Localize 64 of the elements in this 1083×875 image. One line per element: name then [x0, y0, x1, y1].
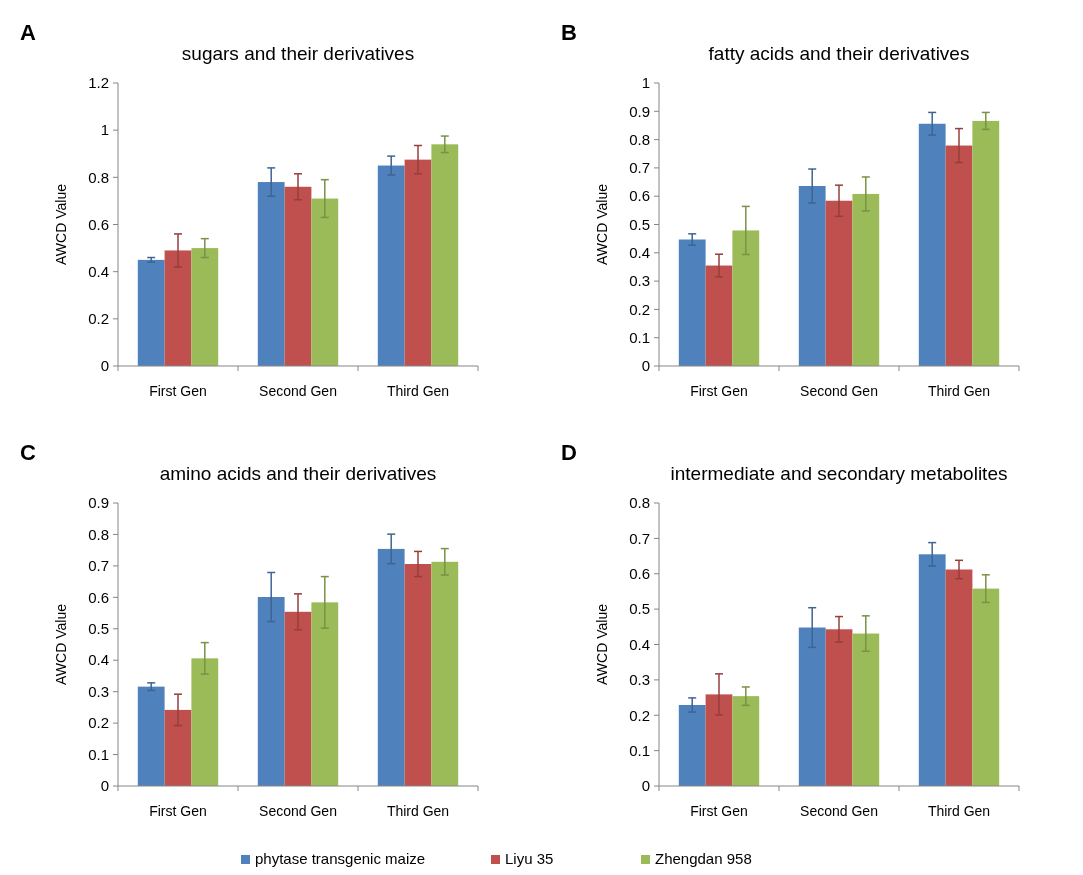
x-tick-label: First Gen	[690, 383, 748, 399]
x-tick-label: First Gen	[149, 383, 207, 399]
y-axis-title: AWCD Value	[594, 603, 610, 685]
y-tick-label: 0.1	[88, 745, 109, 763]
text: A	[20, 20, 36, 45]
y-tick-label: 0	[100, 777, 109, 795]
y-tick-label: 0.1	[629, 741, 650, 759]
y-tick-label: 0.8	[629, 130, 650, 148]
y-tick-label: 0.3	[629, 272, 650, 290]
y-tick-label: 0.1	[629, 328, 650, 346]
y-tick-label: 0.4	[88, 651, 109, 669]
y-tick-label: 0.4	[629, 244, 650, 262]
chart-title: intermediate and secondary metabolites	[670, 463, 1008, 484]
chart-title: amino acids and their derivatives	[159, 463, 437, 484]
y-tick-label: 1.2	[88, 74, 109, 92]
text: C	[20, 440, 36, 465]
y-tick-label: 0.6	[629, 565, 650, 582]
y-tick-label: 0.9	[629, 102, 650, 120]
y-tick-label: 0.7	[88, 557, 109, 575]
y-axis-title: AWCD Value	[53, 603, 69, 685]
text: D	[561, 440, 577, 465]
x-tick-label: Third Gen	[386, 383, 450, 399]
x-tick-label: Second Gen	[259, 803, 337, 819]
y-tick-label: 0.2	[629, 706, 650, 724]
legend-label: Liyu 35	[505, 850, 554, 867]
y-tick-label: 0.4	[88, 262, 109, 280]
x-tick-label: Third Gen	[927, 383, 991, 399]
chart-title: sugars and their derivatives	[181, 43, 415, 64]
x-tick-label: First Gen	[690, 803, 748, 819]
y-tick-label: 0.8	[88, 168, 109, 186]
text: B	[561, 20, 577, 45]
legend-label: phytase transgenic maize	[255, 850, 426, 867]
y-tick-label: 0.2	[629, 300, 650, 318]
x-tick-label: Second Gen	[259, 383, 337, 399]
y-tick-label: 0.7	[629, 529, 650, 547]
y-tick-label: 0.2	[88, 714, 109, 732]
y-tick-label: 0.6	[88, 588, 109, 606]
y-tick-label: 0.9	[88, 494, 109, 512]
x-tick-label: Second Gen	[800, 383, 878, 399]
x-tick-label: Third Gen	[386, 803, 450, 819]
chart-title: fatty acids and their derivatives	[708, 43, 970, 64]
x-tick-label: Third Gen	[927, 803, 991, 819]
y-tick-label: 0.2	[88, 310, 109, 328]
y-tick-label: 0	[641, 777, 650, 795]
y-tick-label: 0.8	[88, 525, 109, 543]
y-tick-label: 0.3	[629, 671, 650, 689]
y-tick-label: 0	[100, 357, 109, 375]
y-tick-label: 0.6	[629, 187, 650, 205]
y-tick-label: 0.5	[88, 620, 109, 638]
y-tick-label: 0	[641, 357, 650, 375]
y-tick-label: 0.8	[629, 494, 650, 512]
x-tick-label: Second Gen	[800, 803, 878, 819]
y-axis-title: AWCD Value	[53, 183, 69, 265]
y-tick-label: 0.3	[88, 682, 109, 700]
y-tick-label: 0.6	[88, 215, 109, 233]
y-tick-label: 1	[100, 121, 109, 139]
legend-label: Zhengdan 958	[655, 850, 752, 867]
y-tick-label: 0.7	[629, 159, 650, 177]
y-tick-label: 0.5	[629, 215, 650, 233]
y-tick-label: 0.5	[629, 600, 650, 618]
y-tick-label: 0.4	[629, 635, 650, 653]
y-axis-title: AWCD Value	[594, 183, 610, 265]
x-tick-label: First Gen	[149, 803, 207, 819]
y-tick-label: 1	[641, 74, 650, 92]
